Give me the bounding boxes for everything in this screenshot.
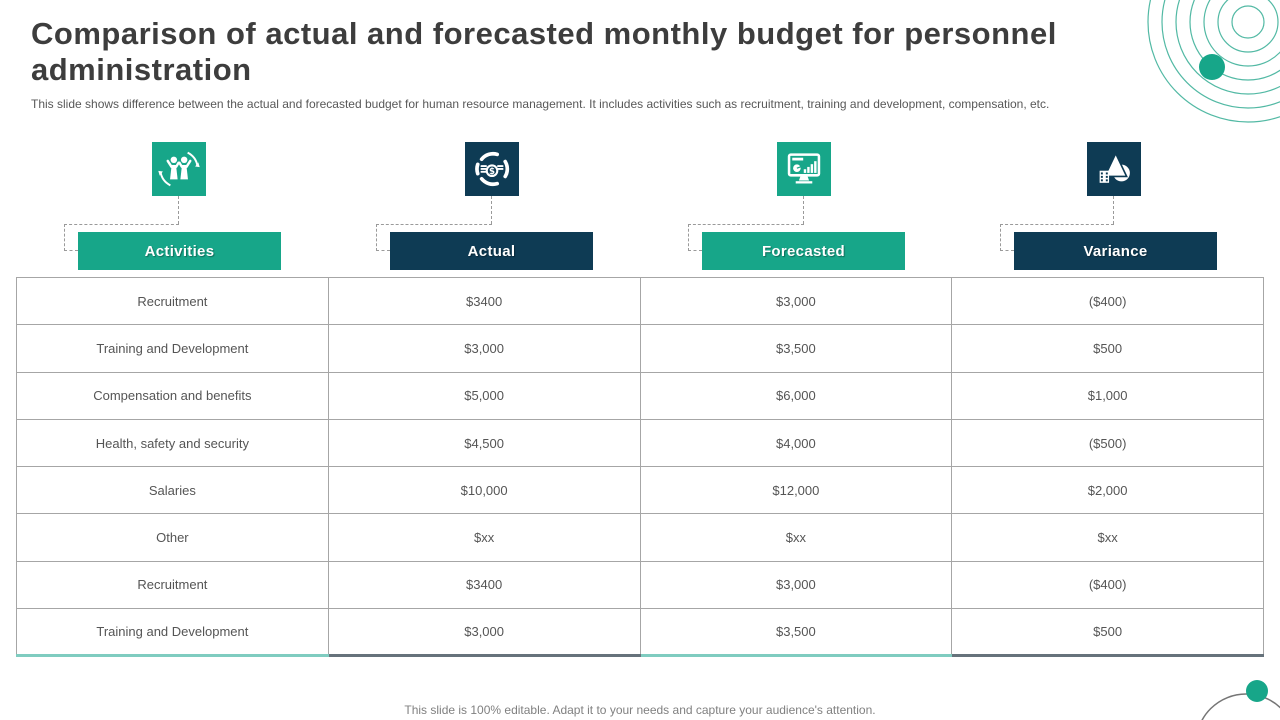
shapes-variance-icon <box>1099 151 1130 183</box>
svg-text:$: $ <box>489 167 495 177</box>
connector-actual <box>376 196 492 251</box>
table-cell: Recruitment <box>16 276 329 326</box>
money-cycle-icon: $ <box>475 151 510 187</box>
table-cell: $12,000 <box>639 466 953 515</box>
page-title: Comparison of actual and forecasted mont… <box>31 16 1057 87</box>
table-cell: $6,000 <box>639 371 953 420</box>
table-cell: $500 <box>951 324 1264 373</box>
people-sync-icon <box>158 151 200 187</box>
table-cell: $3,500 <box>639 608 953 658</box>
table-cell: $4,000 <box>639 418 953 468</box>
table-row: Compensation and benefits $5,000 $6,000 $1,… <box>16 371 1264 420</box>
connector-activities <box>64 196 179 251</box>
footer-note: This slide is 100% editable. Adapt it to… <box>404 703 876 717</box>
table-cell: $2,000 <box>951 466 1264 515</box>
column-header-forecasted: Forecasted <box>702 232 905 270</box>
table-cell: $4,500 <box>327 418 641 468</box>
teal-dot <box>1246 680 1268 702</box>
table-cell: $500 <box>951 608 1264 658</box>
table-cell: Training and Development <box>16 324 329 373</box>
monitor-chart-icon <box>787 153 821 184</box>
table-cell: $1,000 <box>951 371 1264 420</box>
table-cell: $3,000 <box>327 324 641 373</box>
table-cell: Health, safety and security <box>16 418 329 468</box>
concentric-circles-decoration <box>1147 0 1280 123</box>
table-cell: $3,000 <box>639 560 953 610</box>
activities-icon-box <box>152 142 206 196</box>
table-cell: Other <box>16 513 329 562</box>
table-cell: $3400 <box>327 276 641 326</box>
table-row: Other $xx $xx $xx <box>16 513 1264 562</box>
table-cell: ($400) <box>951 560 1264 610</box>
forecasted-icon-box <box>777 142 831 196</box>
budget-table: Recruitment $3400 $3,000 ($400) Training and… <box>16 276 1264 658</box>
table-cell: $10,000 <box>327 466 641 515</box>
table-cell: Recruitment <box>16 560 329 610</box>
table-cell: $5,000 <box>327 371 641 420</box>
table-cell: ($400) <box>951 276 1264 326</box>
table-row: Recruitment $3400 $3,000 ($400) <box>16 276 1264 326</box>
column-header-variance: Variance <box>1014 232 1217 270</box>
table-cell: $3,000 <box>639 276 953 326</box>
table-row: Health, safety and security $4,500 $4,000(… <box>16 418 1264 468</box>
teal-dot <box>1199 54 1225 80</box>
connector-forecasted <box>688 196 804 251</box>
table-cell: $xx <box>951 513 1264 562</box>
table-cell: Training and Development <box>16 608 329 658</box>
table-cell: $3,000 <box>327 608 641 658</box>
slide-subtitle: This slide shows difference between the … <box>31 97 1050 111</box>
table-row: Salaries $10,000 $12,000 $2,000 <box>16 466 1264 515</box>
table-cell: $3,500 <box>639 324 953 373</box>
table-cell: ($500) <box>951 418 1264 468</box>
table-cell: Salaries <box>16 466 329 515</box>
variance-icon-box <box>1087 142 1141 196</box>
table-row: Training and Development $3,000 $3,500 $500 <box>16 324 1264 373</box>
table-row: Training and Development $3,000 $3,500 $500 <box>16 608 1264 658</box>
connector-variance <box>1000 196 1114 251</box>
table-row: Recruitment $3400 $3,000 ($400) <box>16 560 1264 610</box>
table-cell: $3400 <box>327 560 641 610</box>
table-cell: $xx <box>639 513 953 562</box>
column-header-activities: Activities <box>78 232 281 270</box>
table-cell: Compensation and benefits <box>16 371 329 420</box>
budget-table-body: Recruitment $3400 $3,000 ($400) Training and… <box>16 276 1264 658</box>
column-header-actual: Actual <box>390 232 593 270</box>
table-cell: $xx <box>327 513 641 562</box>
actual-icon-box: $ <box>465 142 519 196</box>
